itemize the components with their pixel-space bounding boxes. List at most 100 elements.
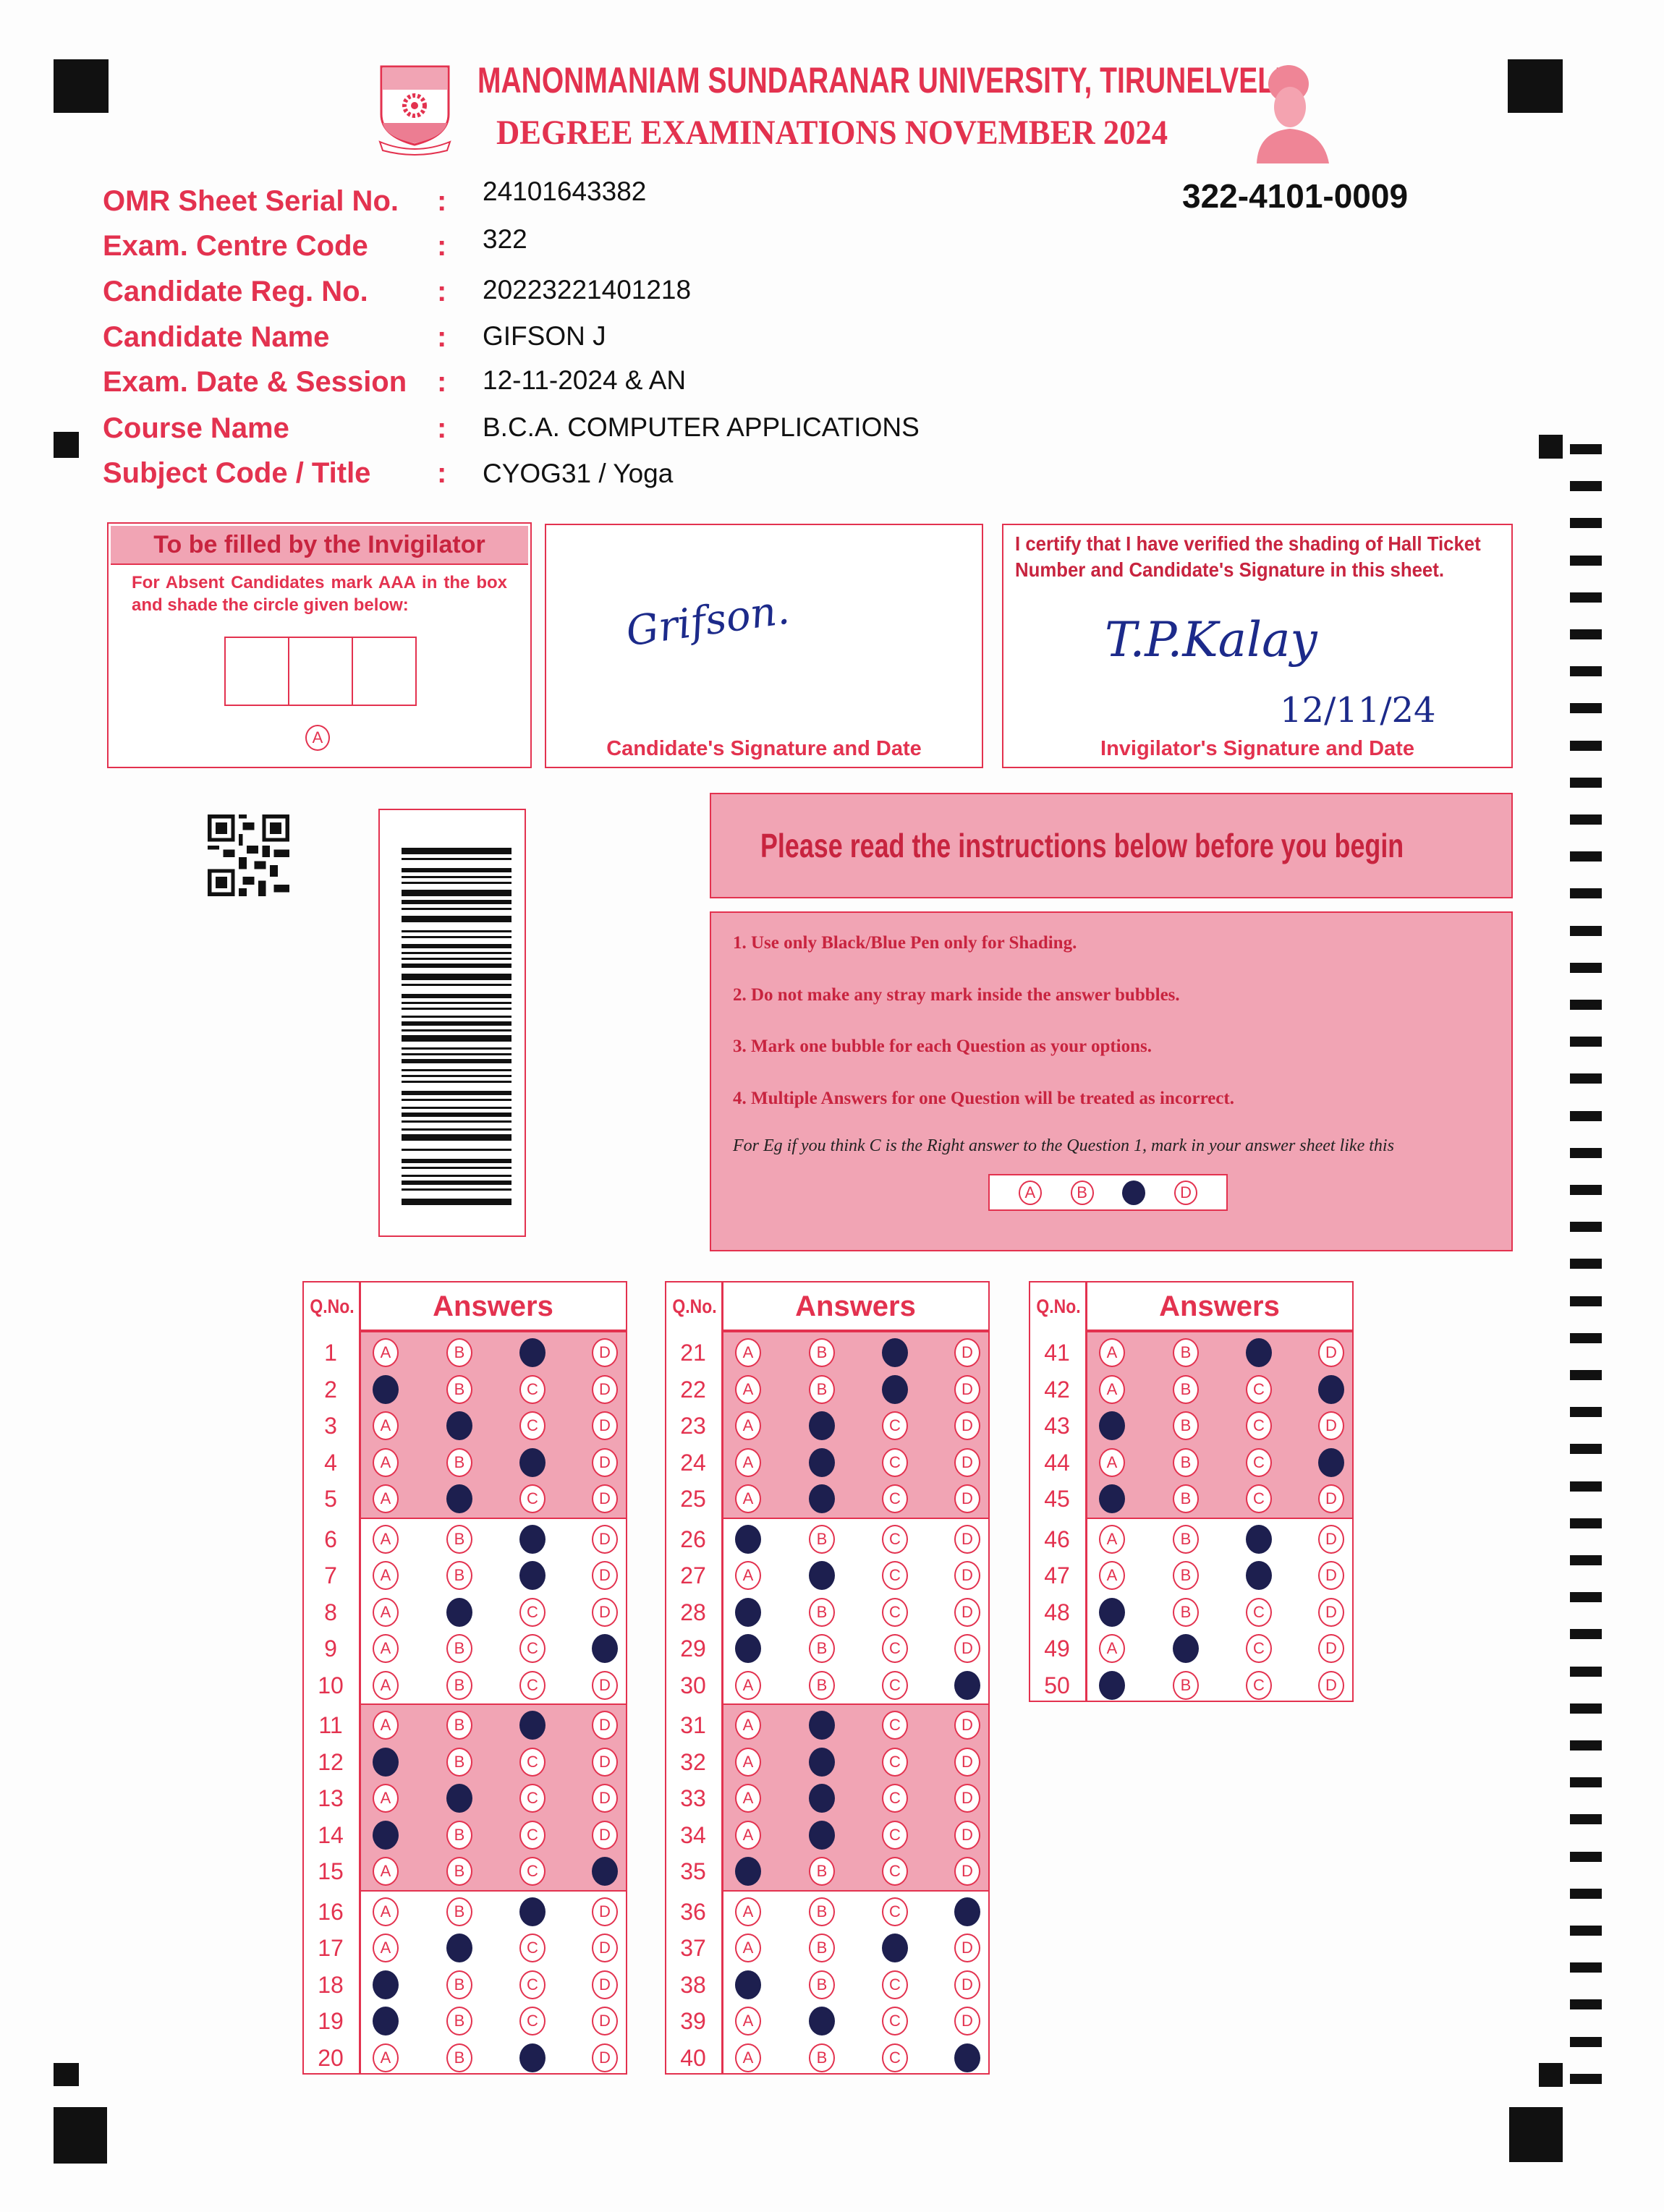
answer-bubble-d[interactable]: D — [1318, 1484, 1344, 1513]
answer-bubble-d[interactable]: D — [1318, 1524, 1344, 1554]
answer-bubble-a[interactable]: A — [373, 1597, 399, 1627]
answer-bubble-b[interactable]: B — [809, 1784, 835, 1813]
answer-bubble-a[interactable]: A — [1099, 1338, 1125, 1367]
answer-bubble-b[interactable]: B — [809, 1747, 835, 1777]
answer-bubble-c[interactable]: C — [882, 1934, 908, 1962]
answer-bubble-b[interactable]: B — [1173, 1484, 1199, 1513]
answer-bubble-d[interactable]: D — [954, 1747, 980, 1777]
answer-bubble-b[interactable]: B — [1173, 1561, 1199, 1590]
answer-bubble-c[interactable]: C — [882, 1820, 908, 1850]
answer-bubble-b[interactable]: B — [809, 1597, 835, 1627]
answer-bubble-c[interactable]: C — [519, 1634, 546, 1663]
answer-bubble-d[interactable]: D — [954, 1524, 980, 1554]
answer-bubble-b[interactable]: B — [809, 1634, 835, 1663]
answer-bubble-d[interactable]: D — [592, 1484, 618, 1513]
answer-bubble-d[interactable]: D — [954, 1597, 980, 1627]
answer-bubble-b[interactable]: B — [809, 1374, 835, 1404]
answer-bubble-c[interactable]: C — [519, 1338, 546, 1367]
answer-bubble-b[interactable]: B — [446, 1857, 472, 1886]
answer-bubble-a[interactable]: A — [373, 1338, 399, 1367]
answer-bubble-d[interactable]: D — [592, 1784, 618, 1813]
answer-bubble-c[interactable]: C — [882, 1561, 908, 1590]
answer-bubble-d[interactable]: D — [592, 2043, 618, 2072]
answer-bubble-b[interactable]: B — [1173, 1524, 1199, 1554]
answer-bubble-c[interactable]: C — [882, 1374, 908, 1404]
answer-bubble-a[interactable]: A — [373, 1524, 399, 1554]
answer-bubble-b[interactable]: B — [809, 2007, 835, 2036]
answer-bubble-d[interactable]: D — [592, 1970, 618, 1999]
answer-bubble-b[interactable]: B — [446, 1524, 472, 1554]
answer-bubble-b[interactable]: B — [1173, 1670, 1199, 1700]
answer-bubble-d[interactable]: D — [954, 1897, 980, 1926]
answer-bubble-c[interactable]: C — [519, 1524, 546, 1554]
answer-bubble-b[interactable]: B — [446, 1634, 472, 1663]
answer-bubble-a[interactable]: A — [735, 1484, 761, 1513]
answer-bubble-c[interactable]: C — [519, 1820, 546, 1850]
answer-bubble-b[interactable]: B — [809, 1970, 835, 1999]
answer-bubble-a[interactable]: A — [735, 1711, 761, 1740]
answer-bubble-a[interactable]: A — [373, 1670, 399, 1700]
answer-bubble-d[interactable]: D — [592, 1711, 618, 1740]
answer-bubble-c[interactable]: C — [882, 1524, 908, 1554]
answer-bubble-c[interactable]: C — [882, 1857, 908, 1886]
answer-bubble-a[interactable]: A — [1099, 1597, 1125, 1627]
answer-bubble-b[interactable]: B — [446, 1447, 472, 1477]
answer-bubble-d[interactable]: D — [954, 1411, 980, 1440]
answer-bubble-d[interactable]: D — [1318, 1411, 1344, 1440]
answer-bubble-c[interactable]: C — [1246, 1338, 1272, 1367]
answer-bubble-c[interactable]: C — [519, 1484, 546, 1513]
answer-bubble-c[interactable]: C — [882, 1784, 908, 1813]
answer-bubble-c[interactable]: C — [882, 1447, 908, 1477]
answer-bubble-b[interactable]: B — [809, 1484, 835, 1513]
answer-bubble-d[interactable]: D — [954, 2043, 980, 2072]
answer-bubble-a[interactable]: A — [735, 1970, 761, 1999]
answer-bubble-a[interactable]: A — [373, 1411, 399, 1440]
answer-bubble-a[interactable]: A — [735, 1597, 761, 1627]
answer-bubble-c[interactable]: C — [882, 1484, 908, 1513]
answer-bubble-a[interactable]: A — [373, 2043, 399, 2072]
answer-bubble-d[interactable]: D — [954, 1484, 980, 1513]
answer-bubble-b[interactable]: B — [446, 1597, 472, 1627]
answer-bubble-c[interactable]: C — [519, 2007, 546, 2036]
answer-bubble-b[interactable]: B — [446, 1374, 472, 1404]
answer-bubble-c[interactable]: C — [519, 1784, 546, 1813]
answer-bubble-b[interactable]: B — [446, 1711, 472, 1740]
answer-bubble-b[interactable]: B — [809, 1820, 835, 1850]
answer-bubble-c[interactable]: C — [519, 1747, 546, 1777]
answer-bubble-b[interactable]: B — [1173, 1411, 1199, 1440]
answer-bubble-c[interactable]: C — [1246, 1597, 1272, 1627]
answer-bubble-c[interactable]: C — [519, 1447, 546, 1477]
answer-bubble-a[interactable]: A — [735, 2043, 761, 2072]
answer-bubble-a[interactable]: A — [735, 1784, 761, 1813]
answer-bubble-a[interactable]: A — [735, 1374, 761, 1404]
answer-bubble-b[interactable]: B — [809, 1447, 835, 1477]
answer-bubble-b[interactable]: B — [446, 1897, 472, 1926]
answer-bubble-c[interactable]: C — [882, 1711, 908, 1740]
answer-bubble-b[interactable]: B — [809, 1524, 835, 1554]
answer-bubble-c[interactable]: C — [519, 1670, 546, 1700]
answer-bubble-b[interactable]: B — [1173, 1597, 1199, 1627]
answer-bubble-a[interactable]: A — [735, 1411, 761, 1440]
answer-bubble-d[interactable]: D — [592, 1934, 618, 1962]
answer-bubble-b[interactable]: B — [809, 2043, 835, 2072]
answer-bubble-b[interactable]: B — [446, 1970, 472, 1999]
answer-bubble-b[interactable]: B — [446, 2043, 472, 2072]
answer-bubble-b[interactable]: B — [1173, 1338, 1199, 1367]
absent-box[interactable] — [226, 638, 289, 705]
answer-bubble-c[interactable]: C — [519, 1897, 546, 1926]
answer-bubble-a[interactable]: A — [735, 1934, 761, 1962]
answer-bubble-d[interactable]: D — [954, 1634, 980, 1663]
answer-bubble-b[interactable]: B — [809, 1411, 835, 1440]
answer-bubble-b[interactable]: B — [446, 1561, 472, 1590]
answer-bubble-c[interactable]: C — [882, 1338, 908, 1367]
answer-bubble-c[interactable]: C — [882, 1597, 908, 1627]
answer-bubble-d[interactable]: D — [592, 1447, 618, 1477]
answer-bubble-d[interactable]: D — [954, 1857, 980, 1886]
answer-bubble-b[interactable]: B — [446, 1934, 472, 1962]
answer-bubble-a[interactable]: A — [1099, 1374, 1125, 1404]
answer-bubble-c[interactable]: C — [1246, 1484, 1272, 1513]
answer-bubble-d[interactable]: D — [1318, 1374, 1344, 1404]
answer-bubble-b[interactable]: B — [446, 1820, 472, 1850]
answer-bubble-a[interactable]: A — [1099, 1670, 1125, 1700]
answer-bubble-a[interactable]: A — [373, 1747, 399, 1777]
